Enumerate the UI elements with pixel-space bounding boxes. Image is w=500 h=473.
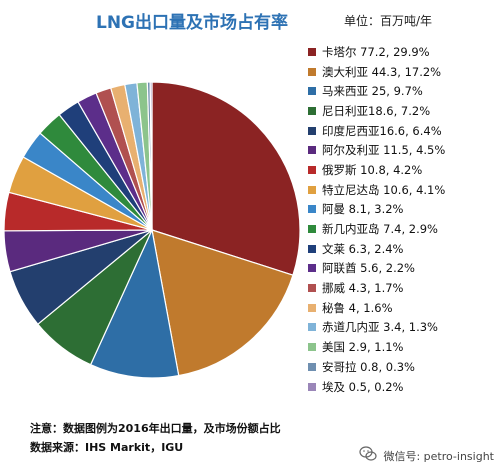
legend-item: 卡塔尔 77.2, 29.9% <box>308 42 496 62</box>
legend-item: 尼日利亚18.6, 7.2% <box>308 101 496 121</box>
legend-swatch <box>308 284 316 293</box>
legend-label: 美国 2.9, 1.1% <box>322 340 404 355</box>
legend-label: 秘鲁 4, 1.6% <box>322 300 393 315</box>
legend-label: 特立尼达岛 10.6, 4.1% <box>322 182 446 197</box>
legend-label: 尼日利亚18.6, 7.2% <box>322 103 431 118</box>
legend-item: 新几内亚岛 7.4, 2.9% <box>308 219 496 239</box>
legend-swatch <box>308 343 316 352</box>
legend-item: 俄罗斯 10.8, 4.2% <box>308 160 496 180</box>
legend-item: 文莱 6.3, 2.4% <box>308 239 496 259</box>
pie-slice-2 <box>151 229 294 377</box>
legend-swatch <box>308 244 316 253</box>
legend-swatch <box>308 47 316 56</box>
legend-item: 安哥拉 0.8, 0.3% <box>308 357 496 377</box>
legend-item: 秘鲁 4, 1.6% <box>308 298 496 318</box>
legend-label: 文莱 6.3, 2.4% <box>322 241 404 256</box>
pie-slice-1 <box>151 81 300 276</box>
legend-label: 赤道几内亚 3.4, 1.3% <box>322 320 438 335</box>
legend-item: 赤道几内亚 3.4, 1.3% <box>308 318 496 338</box>
legend-swatch <box>308 362 316 371</box>
legend-swatch <box>308 185 316 194</box>
legend-label: 挪威 4.3, 1.7% <box>322 281 404 296</box>
chart-title: LNG出口量及市场占有率 <box>96 13 289 33</box>
legend-item: 阿曼 8.1, 3.2% <box>308 200 496 220</box>
legend-label: 埃及 0.5, 0.2% <box>322 379 404 394</box>
legend-label: 安哥拉 0.8, 0.3% <box>322 359 415 374</box>
legend-swatch <box>308 205 316 214</box>
wechat-watermark: 微信号: petro-insight <box>359 446 494 465</box>
pie-chart <box>3 81 300 378</box>
legend-label: 阿联酋 5.6, 2.2% <box>322 261 415 276</box>
wechat-icon <box>359 446 378 465</box>
legend-label: 俄罗斯 10.8, 4.2% <box>322 162 423 177</box>
legend-item: 美国 2.9, 1.1% <box>308 337 496 357</box>
pie-slice-3 <box>89 228 180 378</box>
footnote-source: 数据来源：IHS Markit，IGU <box>30 441 184 454</box>
legend-swatch <box>308 126 316 135</box>
legend-swatch <box>308 165 316 174</box>
legend-item: 印度尼西亚16.6, 6.4% <box>308 121 496 141</box>
legend-swatch <box>308 323 316 332</box>
footnote-data-year: 注意：数据图例为2016年出口量，及市场份额占比 <box>30 422 281 435</box>
legend-label: 阿曼 8.1, 3.2% <box>322 202 404 217</box>
legend-label: 新几内亚岛 7.4, 2.9% <box>322 222 438 237</box>
legend-item: 特立尼达岛 10.6, 4.1% <box>308 180 496 200</box>
legend-label: 马来西亚 25, 9.7% <box>322 84 423 99</box>
legend-label: 印度尼西亚16.6, 6.4% <box>322 123 442 138</box>
legend-item: 澳大利亚 44.3, 17.2% <box>308 62 496 82</box>
legend-item: 阿尔及利亚 11.5, 4.5% <box>308 140 496 160</box>
legend-item: 马来西亚 25, 9.7% <box>308 81 496 101</box>
legend-swatch <box>308 382 316 391</box>
wechat-id: 微信号: petro-insight <box>383 449 494 463</box>
legend-label: 阿尔及利亚 11.5, 4.5% <box>322 143 446 158</box>
legend-item: 埃及 0.5, 0.2% <box>308 377 496 397</box>
legend-swatch <box>308 67 316 76</box>
chart-legend: 卡塔尔 77.2, 29.9% 澳大利亚 44.3, 17.2% 马来西亚 25, … <box>308 42 496 396</box>
legend-swatch <box>308 264 316 273</box>
legend-swatch <box>308 106 316 115</box>
unit-label: 单位：百万吨/年 <box>344 14 433 28</box>
legend-swatch <box>308 146 316 155</box>
legend-item: 阿联酋 5.6, 2.2% <box>308 259 496 279</box>
legend-label: 澳大利亚 44.3, 17.2% <box>322 64 442 79</box>
legend-label: 卡塔尔 77.2, 29.9% <box>322 44 430 59</box>
legend-swatch <box>308 225 316 234</box>
pie-slice-18 <box>149 81 153 231</box>
legend-item: 挪威 4.3, 1.7% <box>308 278 496 298</box>
legend-swatch <box>308 303 316 312</box>
legend-swatch <box>308 87 316 96</box>
